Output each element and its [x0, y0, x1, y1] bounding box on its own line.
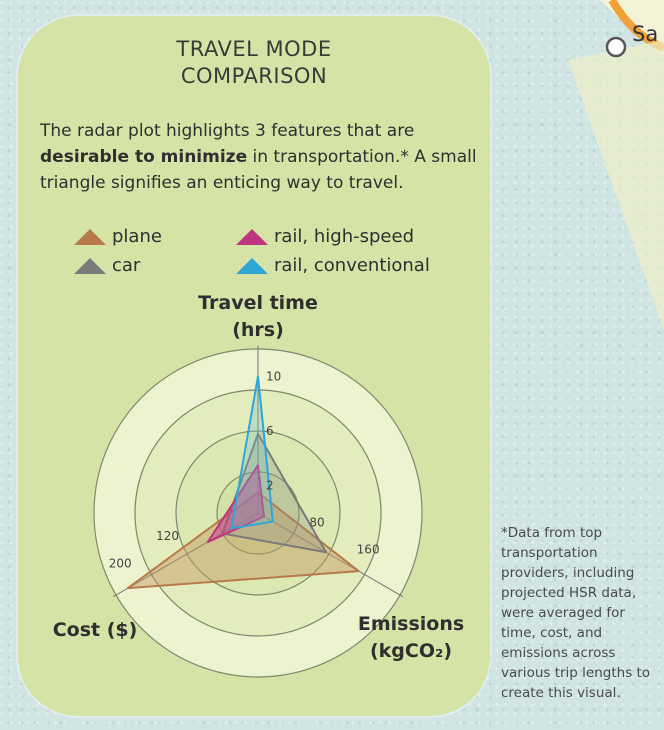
page-title: TRAVEL MODE COMPARISON: [18, 36, 490, 90]
legend-item-plane: plane: [74, 226, 162, 247]
radar-axis-line: [257, 512, 404, 598]
series-polygon-plane: [126, 491, 360, 590]
footnote: *Data from top transportation providers,…: [501, 525, 651, 701]
description-text-2: in transportation.* A small triangle sig…: [40, 147, 477, 193]
tick-label: 120: [156, 529, 179, 543]
description: The radar plot highlights 3 features tha…: [40, 118, 485, 196]
legend-item-rail-conventional: rail, conventional: [236, 255, 430, 276]
map-highlight-beam: [568, 40, 664, 330]
tick-label: 10: [266, 369, 281, 383]
series-polygon-rail-conventional: [230, 375, 274, 530]
legend-item-car: car: [74, 255, 140, 276]
title-line-1: TRAVEL MODE: [176, 37, 332, 61]
tick-label: 160: [357, 543, 380, 557]
legend-label: plane: [112, 226, 162, 247]
tick-label: 200: [109, 556, 132, 570]
axis-subtitle-time: (hrs): [232, 319, 284, 341]
plane-triangle-icon: [74, 228, 106, 245]
axis-title-cost: Cost ($): [53, 619, 138, 641]
description-bold: desirable to minimize: [40, 147, 248, 167]
axis-title-time: Travel time: [198, 292, 318, 314]
title-line-2: COMPARISON: [180, 64, 328, 88]
legend-label: rail, high-speed: [274, 226, 414, 247]
legend-item-rail-high-speed: rail, high-speed: [236, 226, 414, 247]
axis-title-emissions: Emissions: [358, 613, 464, 635]
legend-label: rail, conventional: [274, 255, 430, 276]
map-station-icon: [605, 36, 627, 58]
description-text: The radar plot highlights 3 features tha…: [40, 121, 415, 141]
rail-triangle-icon: [236, 257, 268, 274]
legend-label: car: [112, 255, 141, 276]
tick-label: 6: [266, 424, 274, 438]
tick-label: 2: [266, 479, 274, 493]
hsr-triangle-icon: [236, 228, 268, 245]
axis-subtitle-emissions: (kgCO₂): [370, 640, 452, 662]
tick-label: 80: [309, 515, 324, 529]
car-triangle-icon: [74, 257, 106, 274]
map-city-label: Sa: [632, 22, 658, 46]
